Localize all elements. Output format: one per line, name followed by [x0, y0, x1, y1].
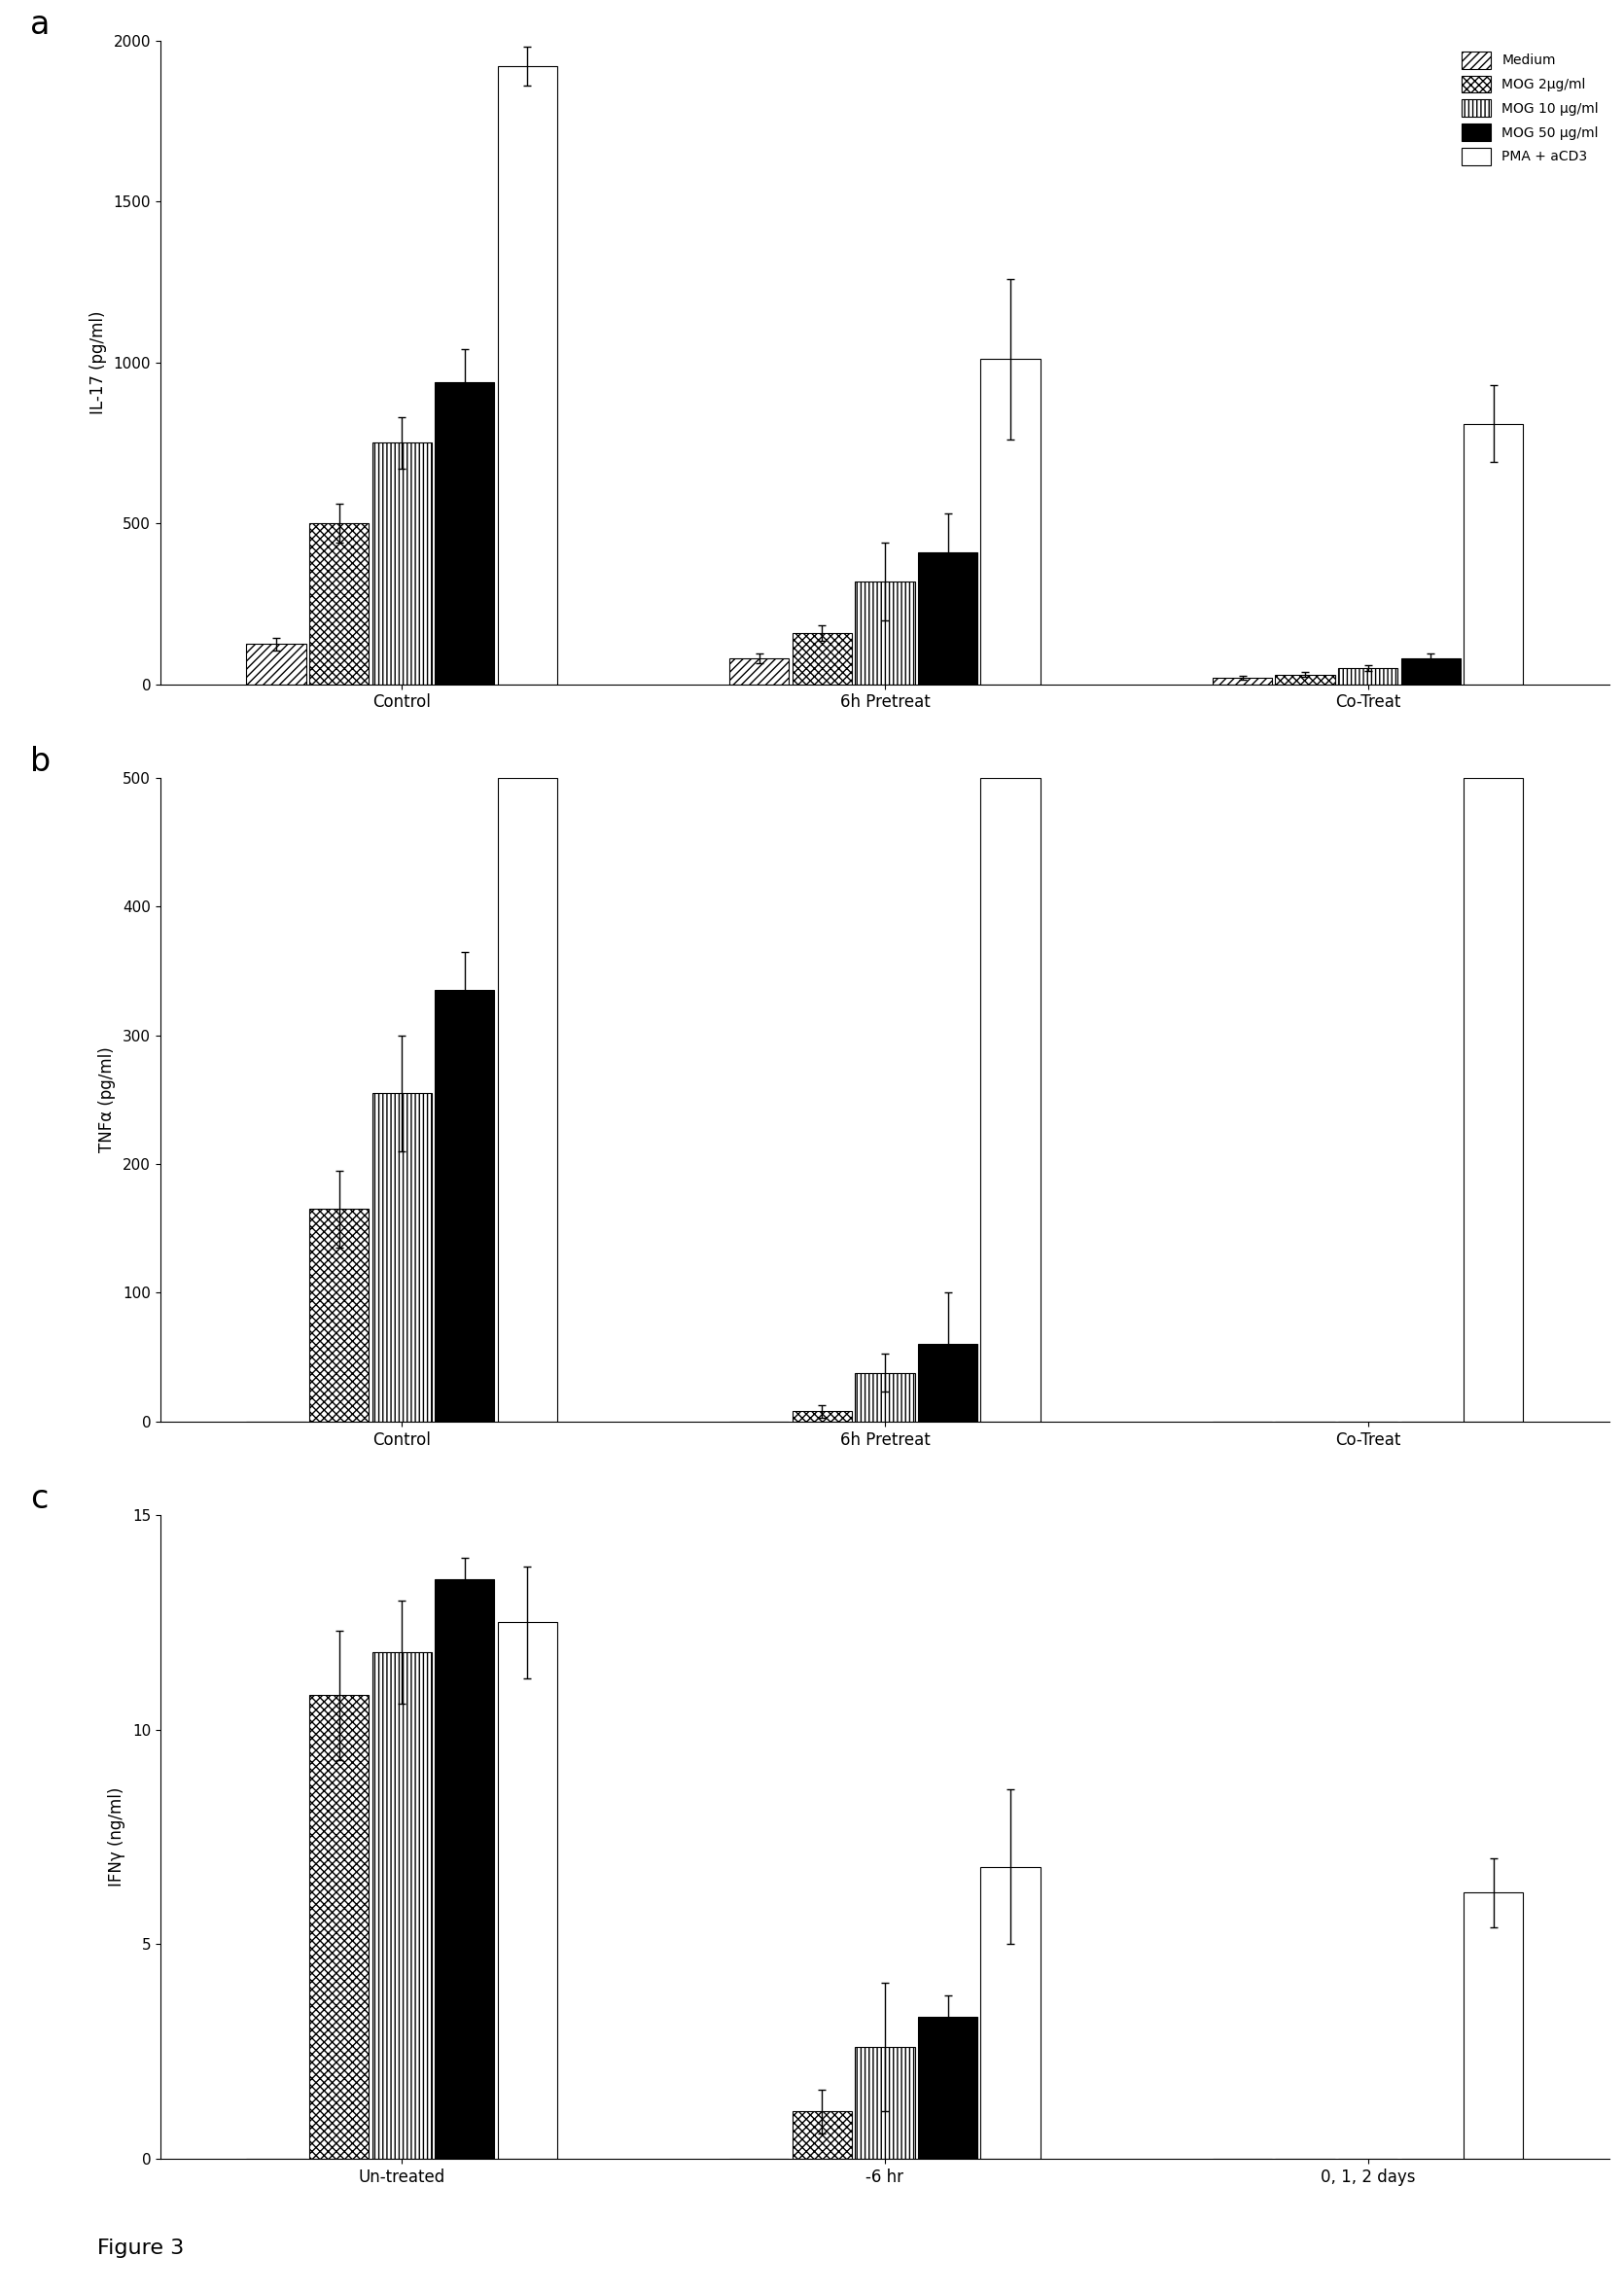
- Bar: [918, 1345, 978, 1421]
- Bar: [497, 777, 557, 1421]
- Bar: [1463, 424, 1523, 685]
- Bar: [918, 2017, 978, 2159]
- Bar: [856, 582, 914, 685]
- Bar: [856, 1373, 914, 1421]
- Bar: [247, 644, 305, 685]
- Legend: Medium, MOG 2μg/ml, MOG 10 μg/ml, MOG 50 μg/ml, PMA + aCD3: Medium, MOG 2μg/ml, MOG 10 μg/ml, MOG 50…: [1457, 48, 1603, 170]
- Bar: [309, 523, 369, 685]
- Bar: [1213, 678, 1272, 685]
- Text: Figure 3: Figure 3: [97, 2239, 184, 2258]
- Bar: [981, 1868, 1041, 2159]
- Bar: [1275, 674, 1335, 685]
- Bar: [435, 383, 494, 685]
- Bar: [981, 777, 1041, 1421]
- Bar: [309, 1696, 369, 2159]
- Bar: [793, 1412, 853, 1421]
- Bar: [372, 1093, 432, 1421]
- Bar: [1402, 658, 1460, 685]
- Bar: [435, 990, 494, 1421]
- Bar: [729, 658, 789, 685]
- Bar: [856, 2047, 914, 2159]
- Bar: [793, 633, 853, 685]
- Bar: [1338, 669, 1398, 685]
- Bar: [981, 360, 1041, 685]
- Text: a: a: [29, 9, 50, 41]
- Bar: [372, 442, 432, 685]
- Bar: [372, 1653, 432, 2159]
- Bar: [309, 1210, 369, 1421]
- Bar: [793, 2111, 853, 2159]
- Y-axis label: IL-17 (pg/ml): IL-17 (pg/ml): [89, 312, 107, 415]
- Bar: [918, 552, 978, 685]
- Text: c: c: [29, 1483, 47, 1515]
- Y-axis label: TNFα (pg/ml): TNFα (pg/ml): [99, 1047, 115, 1153]
- Bar: [1463, 1893, 1523, 2159]
- Y-axis label: IFNγ (ng/ml): IFNγ (ng/ml): [107, 1788, 125, 1886]
- Bar: [435, 1579, 494, 2159]
- Bar: [1463, 777, 1523, 1421]
- Bar: [497, 66, 557, 685]
- Bar: [497, 1623, 557, 2159]
- Text: b: b: [29, 745, 50, 777]
